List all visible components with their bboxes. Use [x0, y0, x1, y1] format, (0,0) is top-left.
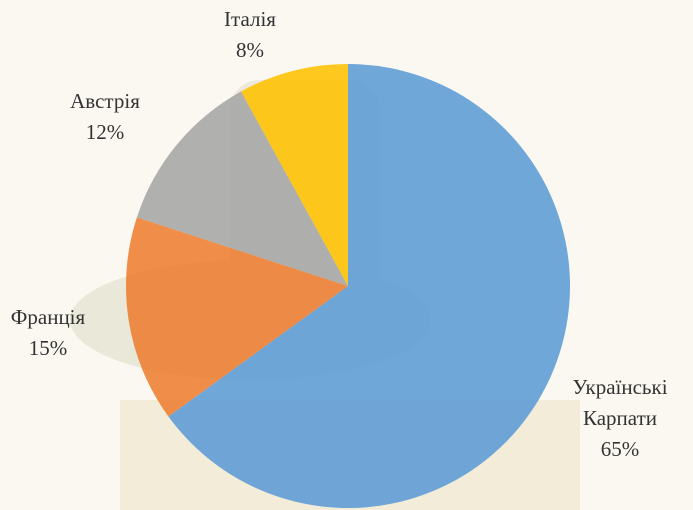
category-label: Українські Карпати	[555, 372, 685, 434]
chart: Українські Карпати65% Франція15% Австрія12…	[0, 0, 693, 510]
value-label: 15%	[0, 333, 113, 364]
category-label: Франція	[0, 302, 113, 333]
value-label: 12%	[40, 117, 170, 148]
category-label: Австрія	[40, 86, 170, 117]
category-label: Італія	[185, 4, 315, 35]
value-label: 8%	[185, 35, 315, 66]
value-label: 65%	[555, 434, 685, 465]
